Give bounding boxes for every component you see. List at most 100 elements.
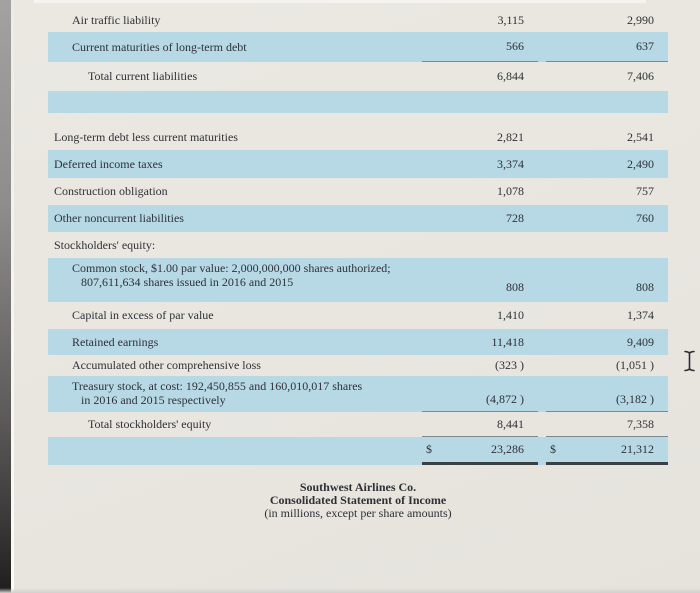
page-edge-top xyxy=(34,0,646,3)
value-col-2016: (4,872 ) xyxy=(422,376,538,412)
value-col-2016: 808 xyxy=(422,258,538,302)
page-edge-highlight xyxy=(11,0,14,593)
table-row: Other noncurrent liabilities 728 760 xyxy=(48,205,668,232)
value-col-2015: 808 xyxy=(546,258,668,302)
screen-edge-bottom xyxy=(0,588,700,593)
value-col-2015: 2,490 xyxy=(546,150,668,178)
row-label: Long-term debt less current maturities xyxy=(54,130,238,145)
cell-value: 2,821 xyxy=(497,130,524,145)
value-col-2016: 566 xyxy=(422,32,538,62)
table-row: Stockholders' equity: xyxy=(48,232,668,258)
cell-value: 7,406 xyxy=(627,69,654,84)
value-col-2015: 637 xyxy=(546,32,668,62)
value-col-2015: 7,358 xyxy=(546,412,668,437)
cell-value: 2,990 xyxy=(627,12,654,27)
value-col-2015: $21,312 xyxy=(546,437,668,465)
cell-value: (3,182 ) xyxy=(616,391,654,406)
cell-value: 7,358 xyxy=(627,416,654,431)
cell-value: 8,441 xyxy=(497,416,524,431)
row-label: Air traffic liability xyxy=(72,12,161,27)
cell-value: 6,844 xyxy=(497,69,524,84)
dollar-sign: $ xyxy=(550,442,556,457)
value-col-2016: 3,115 xyxy=(422,8,538,32)
company-name: Southwest Airlines Co. xyxy=(299,480,417,494)
row-label: Treasury stock, at cost: 192,450,855 and… xyxy=(72,379,363,408)
cell-value: 2,541 xyxy=(627,130,654,145)
cell-value: 11,418 xyxy=(491,334,524,349)
row-label: Total current liabilities xyxy=(88,69,198,84)
row-label: Total stockholders' equity xyxy=(88,417,212,432)
value-col-2015: 2,990 xyxy=(546,8,668,32)
table-row: Air traffic liability 3,115 2,990 xyxy=(48,8,668,32)
cell-value: 3,115 xyxy=(497,12,524,27)
cell-value: (4,872 ) xyxy=(486,391,524,406)
table-row: Capital in excess of par value 1,410 1,374 xyxy=(48,302,668,329)
cell-value: 1,410 xyxy=(497,308,524,323)
value-col-2015: 7,406 xyxy=(546,62,668,91)
cell-value: 21,312 xyxy=(621,442,654,457)
table-row: Treasury stock, at cost: 192,450,855 and… xyxy=(48,376,668,412)
value-col-2016 xyxy=(422,232,538,258)
dollar-sign: $ xyxy=(426,442,432,457)
cell-value: (1,051 ) xyxy=(616,358,654,373)
value-col-2015: (3,182 ) xyxy=(546,376,668,412)
row-label: Other noncurrent liabilities xyxy=(54,211,184,226)
cell-value: 728 xyxy=(506,211,524,226)
table-row: Current maturities of long-term debt 566 6… xyxy=(48,32,668,62)
cell-value: 566 xyxy=(506,39,524,54)
value-col-2016: 728 xyxy=(422,205,538,232)
table-row: Accumulated other comprehensive loss (323… xyxy=(48,355,668,376)
row-label: Accumulated other comprehensive loss xyxy=(72,358,261,373)
statement-table: Air traffic liability 3,115 2,990 Current m… xyxy=(48,8,668,465)
cell-value: 3,374 xyxy=(497,156,524,171)
row-label: Retained earnings xyxy=(72,334,159,349)
value-col-2016: 1,410 xyxy=(422,302,538,329)
table-row: Common stock, $1.00 par value: 2,000,000… xyxy=(48,258,668,302)
value-col-2016: 3,374 xyxy=(422,150,538,178)
table-row: Construction obligation 1,078 757 xyxy=(48,178,668,205)
cell-value: 757 xyxy=(636,184,654,199)
value-col-2016: 8,441 xyxy=(422,412,538,437)
table-gap xyxy=(48,113,668,125)
value-col-2016: 6,844 xyxy=(422,62,538,91)
row-label: Current maturities of long-term debt xyxy=(72,39,247,54)
value-col-2015: 1,374 xyxy=(546,302,668,329)
row-label: Stockholders' equity: xyxy=(54,237,156,252)
row-label: Deferred income taxes xyxy=(54,156,163,171)
cell-value: (323 ) xyxy=(495,358,524,373)
value-col-2015: 2,541 xyxy=(546,125,668,150)
table-row: Deferred income taxes 3,374 2,490 xyxy=(48,150,668,178)
cell-value: 1,374 xyxy=(627,308,654,323)
cell-value: 808 xyxy=(506,279,524,294)
table-row: $23,286 $21,312 xyxy=(48,437,668,465)
value-col-2015: 9,409 xyxy=(546,329,668,355)
statement-title: Consolidated Statement of Income xyxy=(269,492,447,507)
row-label: Capital in excess of par value xyxy=(72,308,214,323)
value-col-2016: $23,286 xyxy=(422,437,538,465)
value-col-2015: 760 xyxy=(546,205,668,232)
text-cursor-icon xyxy=(683,350,696,372)
cell-value: 9,409 xyxy=(627,334,654,349)
row-label: Common stock, $1.00 par value: 2,000,000… xyxy=(72,261,391,290)
row-label: Construction obligation xyxy=(54,184,168,199)
value-col-2016: 1,078 xyxy=(422,178,538,205)
table-row: Long-term debt less current maturities 2,… xyxy=(48,125,668,150)
statement-caption: Southwest Airlines Co. Consolidated Stat… xyxy=(48,481,668,520)
value-col-2016: 11,418 xyxy=(422,329,538,355)
value-col-2015: (1,051 ) xyxy=(546,355,668,376)
units-note: (in millions, except per share amounts) xyxy=(264,505,452,520)
cell-value: 23,286 xyxy=(491,442,524,457)
value-col-2016: (323 ) xyxy=(422,355,538,376)
cell-value: 2,490 xyxy=(627,156,654,171)
cell-value: 637 xyxy=(636,39,654,54)
table-row: Retained earnings 11,418 9,409 xyxy=(48,329,668,355)
cell-value: 1,078 xyxy=(497,184,524,199)
cell-value: 760 xyxy=(636,211,654,226)
value-col-2015: 757 xyxy=(546,178,668,205)
table-row: Total stockholders' equity 8,441 7,358 xyxy=(48,412,668,437)
value-col-2016: 2,821 xyxy=(422,125,538,150)
cell-value: 808 xyxy=(636,279,654,294)
value-col-2015 xyxy=(546,232,668,258)
table-row: Total current liabilities 6,844 7,406 xyxy=(48,62,668,91)
screen-edge-left xyxy=(0,0,11,593)
